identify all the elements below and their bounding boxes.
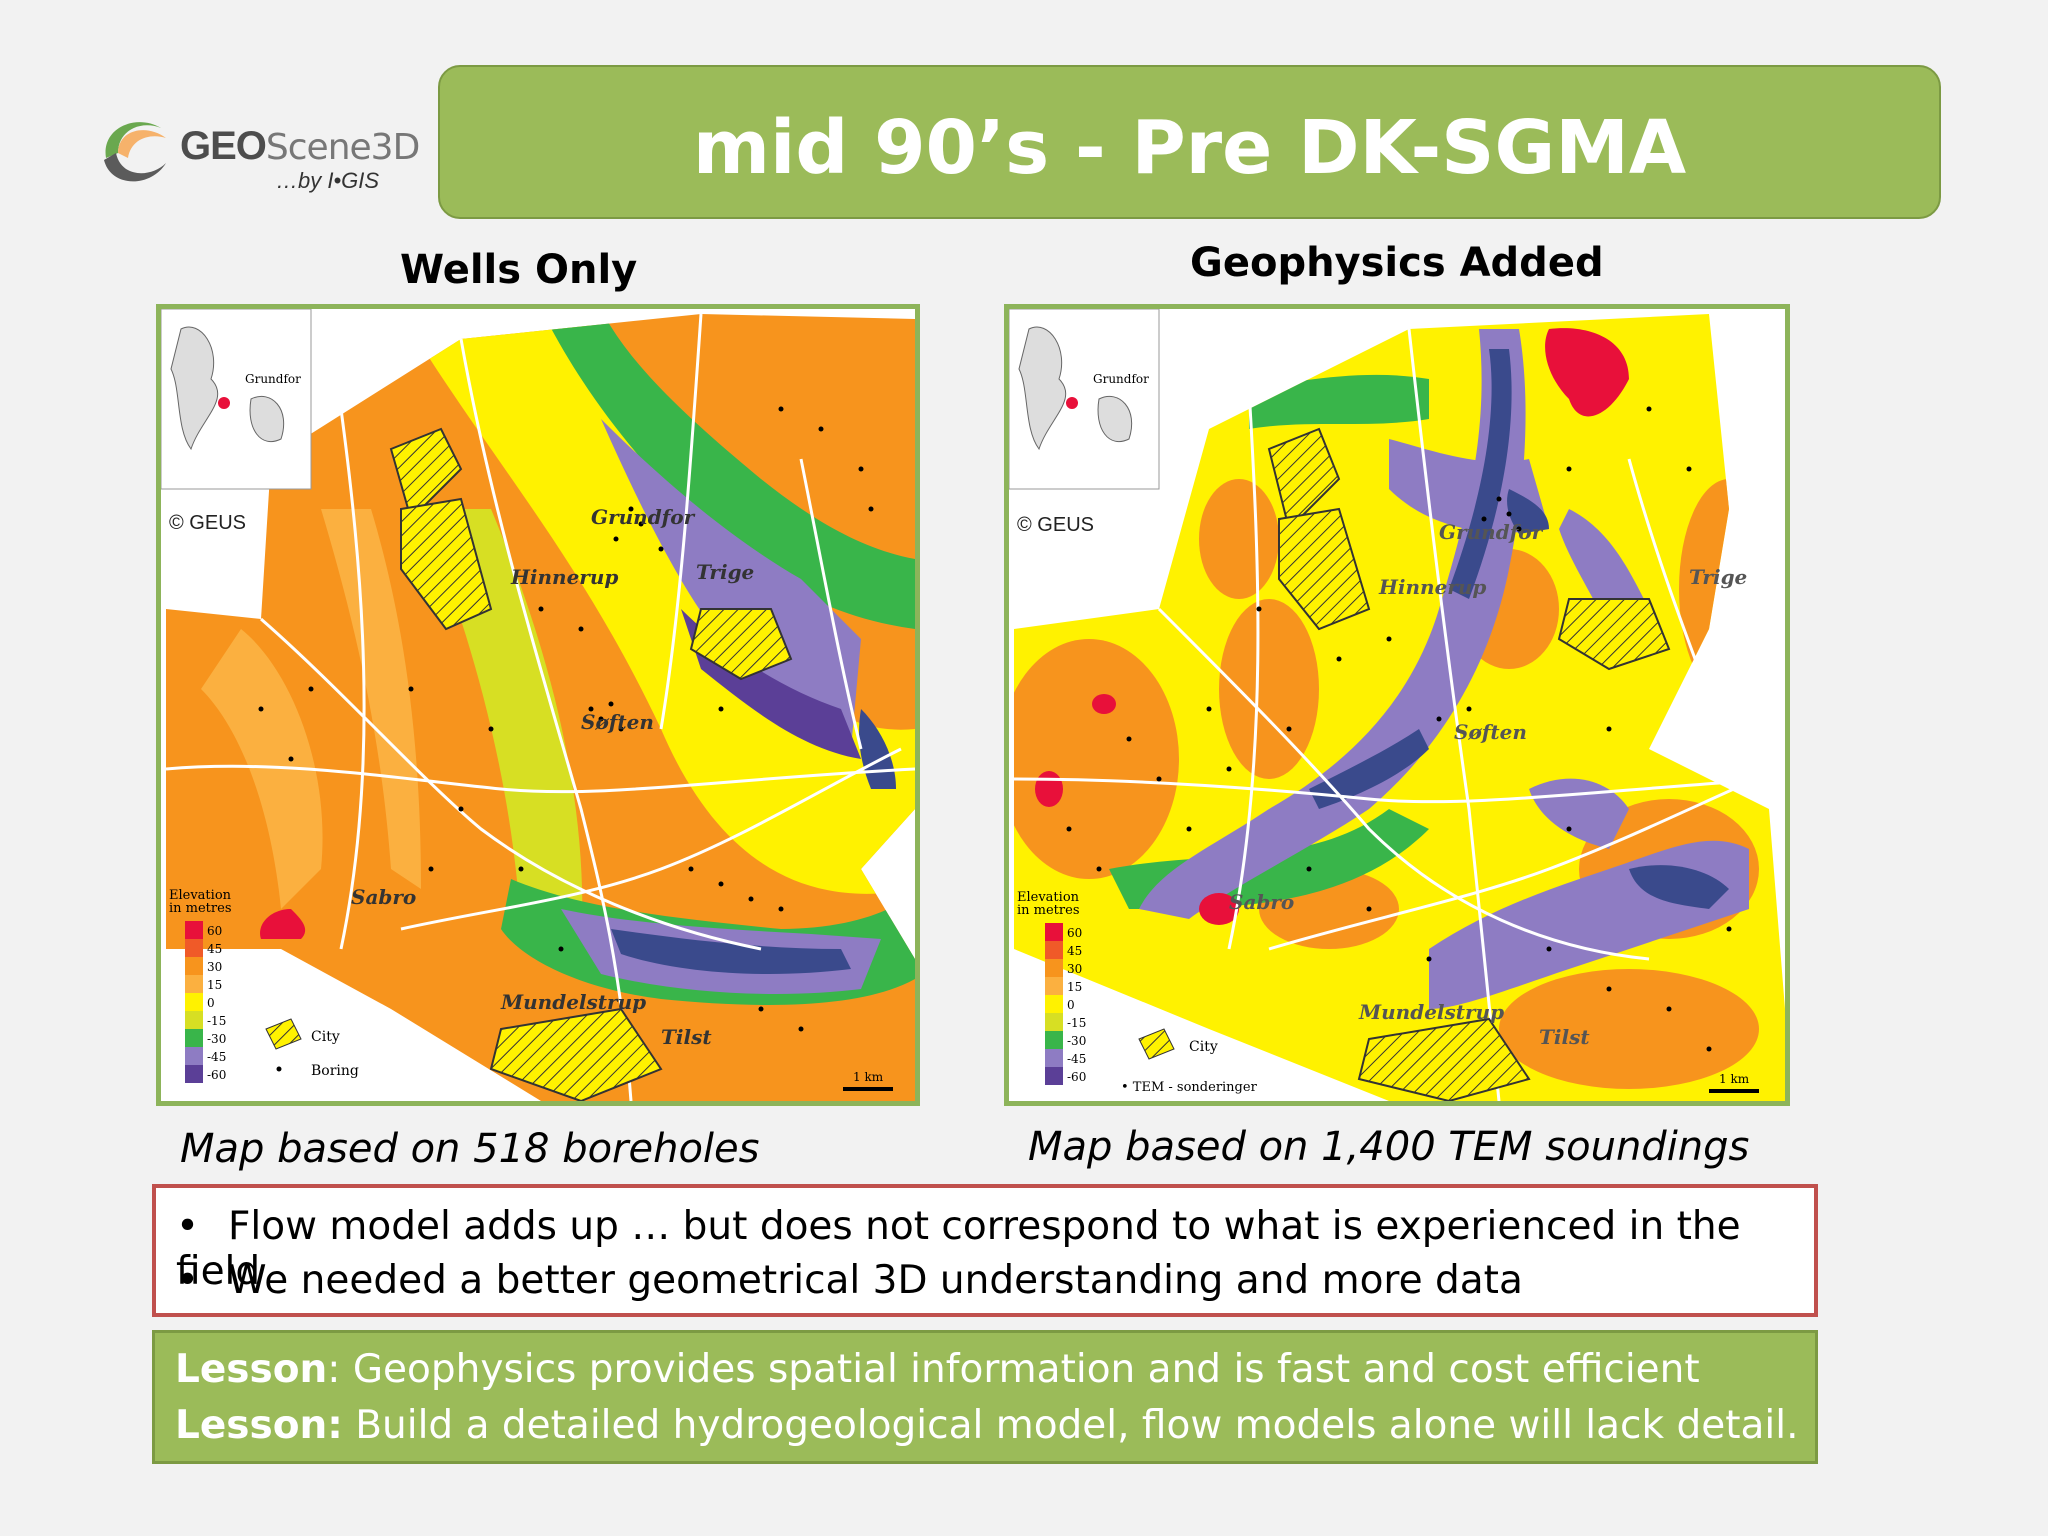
right-town-label-mundelstrup: Mundelstrup [1358, 1000, 1504, 1024]
right-map-heading: Geophysics Added [1190, 240, 1604, 286]
right-copyright-label: © GEUS [1017, 514, 1094, 536]
right-town-label-soften: Søften [1454, 720, 1527, 744]
logo-swirl-icon [104, 122, 166, 182]
left-town-label-grundfor: Grundfor [591, 505, 696, 529]
left-town-label-mundelstrup: Mundelstrup [500, 990, 646, 1014]
right-legend-title-1: Elevation [1017, 890, 1080, 905]
left-legend-value: -45 [207, 1050, 226, 1064]
left-legend-value: 45 [207, 942, 222, 956]
lesson-text: Build a detailed hydrogeological model, … [342, 1403, 1799, 1448]
right-legend-value: 15 [1067, 980, 1082, 994]
right-legend-value: -30 [1067, 1034, 1086, 1048]
left-inset-town-label: Grundfor [245, 372, 301, 386]
right-town-label-sabro: Sabro [1229, 890, 1294, 914]
lesson-item: Lesson: Geophysics provides spatial info… [175, 1347, 1700, 1392]
logo-wordmark: GEOScene3D [180, 124, 420, 168]
right-legend-value: 0 [1067, 998, 1075, 1012]
right-legend-title-2: in metres [1017, 903, 1080, 918]
right-legend-city: City [1189, 1039, 1218, 1055]
right-legend-value: -15 [1067, 1016, 1086, 1030]
left-legend-value: 60 [207, 924, 222, 938]
findings-box: • Flow model adds up … but does not corre… [152, 1184, 1818, 1317]
right-legend-tem: • TEM - sonderinger [1121, 1080, 1258, 1095]
left-legend-value: 15 [207, 978, 222, 992]
left-town-label-hinnerup: Hinnerup [510, 565, 618, 589]
right-scale-label: 1 km [1719, 1072, 1750, 1086]
right-legend-value: 30 [1067, 962, 1082, 976]
right-legend: Elevation in metres 60 45 30 15 0 -15 -3… [1017, 890, 1258, 1095]
right-town-label-trige: Trige [1689, 565, 1747, 589]
left-legend-value: 0 [207, 996, 215, 1010]
lesson-item: Lesson: Build a detailed hydrogeological… [175, 1403, 1798, 1448]
left-legend-title-2: in metres [169, 901, 232, 916]
left-legend-value: -15 [207, 1014, 226, 1028]
left-copyright-label: © GEUS [169, 512, 246, 534]
geoscene3d-logo: GEOScene3D …by I•GIS [96, 100, 420, 200]
right-legend-value: 45 [1067, 944, 1082, 958]
left-town-label-trige: Trige [696, 560, 754, 584]
left-legend-value: -60 [207, 1068, 226, 1082]
left-map-heading: Wells Only [400, 247, 638, 293]
finding-text: Flow model adds up … but does not corres… [176, 1204, 1741, 1294]
geophysics-added-map: Grundfor © GEUS Grundfor Hinnerup Trige … [1004, 304, 1790, 1106]
bullet-marker: • [176, 1258, 200, 1303]
right-inset-town-label: Grundfor [1093, 372, 1149, 386]
finding-text: We needed a better geometrical 3D unders… [228, 1258, 1523, 1303]
finding-item: • Flow model adds up … but does not corre… [176, 1204, 1814, 1294]
left-legend-value: 30 [207, 960, 222, 974]
lessons-box: Lesson: Geophysics provides spatial info… [152, 1330, 1818, 1464]
left-legend-city: City [311, 1029, 340, 1045]
lesson-label: Lesson [175, 1347, 328, 1392]
wells-only-map: Grundfor © GEUS Grundfor Hinnerup Trige … [156, 304, 920, 1106]
logo-byline: …by I•GIS [276, 168, 380, 193]
finding-item: • We needed a better geometrical 3D under… [176, 1258, 1523, 1303]
right-map-caption: Map based on 1,400 TEM soundings [1028, 1124, 1750, 1170]
left-town-label-tilst: Tilst [661, 1025, 712, 1049]
left-legend-title-1: Elevation [169, 888, 232, 903]
right-town-label-grundfor: Grundfor [1439, 520, 1544, 544]
left-scale-label: 1 km [853, 1070, 884, 1084]
lesson-text: : Geophysics provides spatial informatio… [327, 1347, 1700, 1392]
right-legend-value: 60 [1067, 926, 1082, 940]
slide-title: mid 90’s - Pre DK-SGMA [692, 105, 1687, 191]
left-legend-value: -30 [207, 1032, 226, 1046]
right-legend-value: -45 [1067, 1052, 1086, 1066]
lesson-label: Lesson: [175, 1403, 343, 1448]
right-legend-value: -60 [1067, 1070, 1086, 1084]
left-legend: Elevation in metres 60 45 30 15 0 -15 -3… [169, 888, 359, 1083]
left-town-label-sabro: Sabro [351, 885, 416, 909]
left-town-label-soften: Søften [581, 710, 654, 734]
left-map-caption: Map based on 518 boreholes [180, 1126, 760, 1172]
left-legend-boring: Boring [311, 1063, 359, 1079]
right-town-label-tilst: Tilst [1539, 1025, 1590, 1049]
title-banner: mid 90’s - Pre DK-SGMA [438, 65, 1941, 219]
right-town-label-hinnerup: Hinnerup [1378, 575, 1486, 599]
bullet-marker: • [176, 1204, 200, 1249]
